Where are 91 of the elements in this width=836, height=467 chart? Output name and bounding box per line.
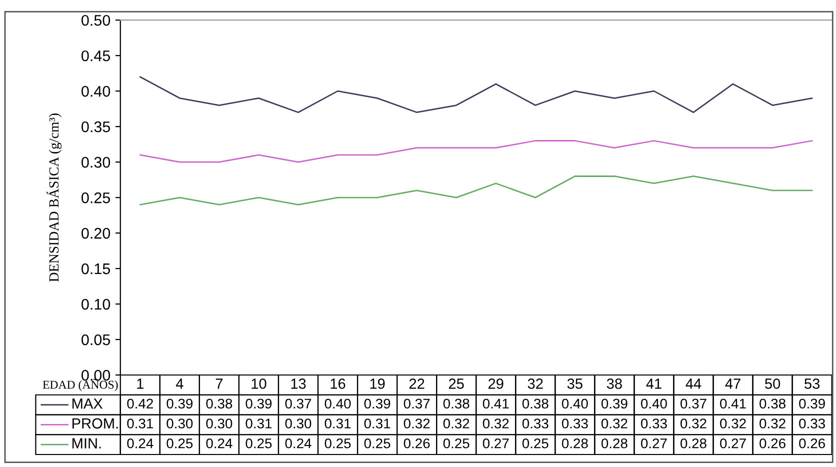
x-axis-title: EDAD (AÑOS) [42,378,118,392]
x-tick-label: 47 [725,378,740,389]
y-tick-label: 0.20 [82,228,110,239]
data-label: 0.32 [720,418,746,428]
data-label: 0.25 [324,438,351,448]
x-tick-label: 29 [488,378,504,389]
data-label: 0.30 [285,418,312,428]
data-label: 0.38 [206,398,232,409]
data-label: 0.40 [324,398,351,409]
line-series [139,76,813,114]
data-label: 0.25 [166,438,193,448]
data-label: 0.32 [482,418,509,428]
x-tick-label: 4 [176,378,184,389]
x-tick-label: 16 [330,378,346,389]
data-label: 0.31 [324,418,351,428]
x-tick-label: 50 [765,378,780,389]
y-tick-label: 0.50 [82,14,110,26]
y-tick-label: 0.25 [82,192,110,204]
data-label: 0.25 [443,438,470,448]
data-label: 0.24 [127,438,154,448]
line-series [139,176,813,206]
data-label: 0.33 [640,418,667,428]
data-label: 0.38 [443,398,470,409]
legend-label: PROM. [72,418,118,429]
y-tick-label: 0.10 [82,298,110,310]
data-label: 0.32 [601,418,628,428]
y-tick-label: 0.40 [82,86,110,97]
x-tick-label: 13 [291,378,306,389]
data-label: 0.28 [562,438,588,448]
data-label: 0.40 [640,398,667,409]
data-label: 0.41 [720,398,746,409]
data-label: 0.27 [720,438,746,448]
y-axis-title: DENSIDAD BÁSICA (g/cm³) [46,114,62,282]
y-tick-label: 0.15 [82,263,110,274]
data-label: 0.25 [522,438,548,448]
data-label: 0.39 [166,398,193,409]
data-label: 0.32 [680,418,706,428]
data-label: 0.33 [522,418,548,428]
x-tick-label: 44 [686,378,702,389]
data-label: 0.26 [404,438,430,448]
data-label: 0.42 [127,398,153,409]
x-tick-label: 41 [646,378,662,389]
data-label: 0.38 [760,398,786,409]
x-tick-label: 38 [606,378,622,389]
data-label: 0.33 [562,418,588,428]
data-label: 0.25 [364,438,390,448]
x-tick-label: 53 [804,378,820,389]
line-series [139,140,813,163]
data-label: 0.37 [404,398,430,409]
x-tick-label: 22 [409,378,424,389]
y-tick-label: 0.05 [82,334,110,346]
data-label: 0.30 [206,418,232,428]
data-label: 0.31 [246,418,272,428]
legend-label: MAX [72,398,103,409]
y-tick-label: 0.00 [82,370,110,381]
x-tick-label: 7 [216,378,223,389]
x-tick-label: 35 [567,378,582,389]
data-label: 0.40 [562,398,588,409]
data-label: 0.30 [166,418,193,428]
data-label: 0.37 [680,398,706,409]
data-label: 0.31 [127,418,153,428]
data-label: 0.24 [206,438,232,448]
legend-label: MIN. [72,438,101,448]
x-tick-label: 25 [448,378,464,389]
data-label: 0.37 [285,398,312,409]
data-label: 0.39 [601,398,628,409]
data-label: 0.24 [285,438,312,448]
y-tick-label: 0.30 [82,156,110,168]
data-label: 0.38 [522,398,548,409]
data-label: 0.32 [443,418,470,428]
data-label: 0.39 [364,398,390,409]
data-label: 0.26 [799,438,825,448]
x-tick-label: 10 [252,378,266,389]
x-tick-label: 1 [137,378,144,389]
y-tick-label: 0.45 [82,50,110,62]
data-label: 0.27 [482,438,509,448]
data-label: 0.33 [799,418,825,428]
data-label: 0.32 [404,418,430,428]
data-label: 0.41 [482,398,509,409]
x-tick-label: 19 [370,378,385,389]
y-tick-label: 0.35 [82,121,110,132]
data-label: 0.26 [760,438,786,448]
data-label: 0.39 [799,398,825,409]
data-label: 0.25 [246,438,272,448]
data-label: 0.27 [640,438,667,448]
data-label: 0.32 [760,418,786,428]
data-label: 0.39 [246,398,272,409]
data-label: 0.31 [364,418,390,428]
data-label: 0.28 [680,438,706,448]
x-tick-label: 32 [528,378,543,389]
data-label: 0.28 [601,438,628,448]
